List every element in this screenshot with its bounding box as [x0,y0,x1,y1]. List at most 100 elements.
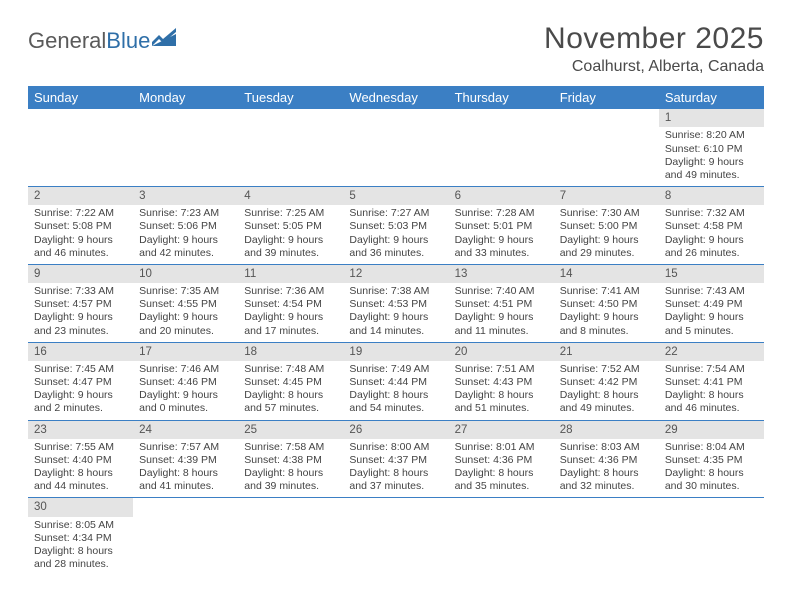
daylight-text: Daylight: 8 hours [244,389,337,402]
calendar-row: 16Sunrise: 7:45 AMSunset: 4:47 PMDayligh… [28,342,764,420]
day-number: 19 [343,343,448,361]
calendar-cell: 8Sunrise: 7:32 AMSunset: 4:58 PMDaylight… [659,186,764,264]
sunrise-text: Sunrise: 7:28 AM [455,207,548,220]
cell-body: Sunrise: 7:48 AMSunset: 4:45 PMDaylight:… [238,361,343,420]
calendar-cell: 22Sunrise: 7:54 AMSunset: 4:41 PMDayligh… [659,342,764,420]
daylight-text: Daylight: 8 hours [665,467,758,480]
day-number: 16 [28,343,133,361]
calendar-cell: 15Sunrise: 7:43 AMSunset: 4:49 PMDayligh… [659,264,764,342]
calendar-cell: 27Sunrise: 8:01 AMSunset: 4:36 PMDayligh… [449,420,554,498]
logo-text: GeneralBlue [28,28,150,54]
weekday-header: Saturday [659,86,764,109]
weekday-header: Monday [133,86,238,109]
calendar-cell: 21Sunrise: 7:52 AMSunset: 4:42 PMDayligh… [554,342,659,420]
daylight-text: and 46 minutes. [665,402,758,415]
daylight-text: Daylight: 8 hours [349,467,442,480]
sunset-text: Sunset: 4:54 PM [244,298,337,311]
cell-body: Sunrise: 7:40 AMSunset: 4:51 PMDaylight:… [449,283,554,342]
calendar-cell [343,109,448,186]
calendar-cell [28,109,133,186]
sunrise-text: Sunrise: 7:25 AM [244,207,337,220]
sunset-text: Sunset: 5:08 PM [34,220,127,233]
day-number: 24 [133,421,238,439]
daylight-text: Daylight: 9 hours [139,311,232,324]
sunrise-text: Sunrise: 7:46 AM [139,363,232,376]
cell-body: Sunrise: 8:03 AMSunset: 4:36 PMDaylight:… [554,439,659,498]
cell-body: Sunrise: 7:25 AMSunset: 5:05 PMDaylight:… [238,205,343,264]
cell-body: Sunrise: 7:54 AMSunset: 4:41 PMDaylight:… [659,361,764,420]
sunset-text: Sunset: 4:43 PM [455,376,548,389]
logo-text-general: General [28,28,106,53]
day-number: 11 [238,265,343,283]
day-number: 2 [28,187,133,205]
cell-body: Sunrise: 7:35 AMSunset: 4:55 PMDaylight:… [133,283,238,342]
daylight-text: Daylight: 8 hours [349,389,442,402]
cell-body: Sunrise: 7:33 AMSunset: 4:57 PMDaylight:… [28,283,133,342]
day-number: 28 [554,421,659,439]
daylight-text: Daylight: 8 hours [139,467,232,480]
day-number: 3 [133,187,238,205]
calendar-cell: 2Sunrise: 7:22 AMSunset: 5:08 PMDaylight… [28,186,133,264]
day-number: 6 [449,187,554,205]
calendar-cell: 30Sunrise: 8:05 AMSunset: 4:34 PMDayligh… [28,498,133,575]
daylight-text: Daylight: 8 hours [665,389,758,402]
calendar-cell: 29Sunrise: 8:04 AMSunset: 4:35 PMDayligh… [659,420,764,498]
sunset-text: Sunset: 4:47 PM [34,376,127,389]
calendar-cell: 24Sunrise: 7:57 AMSunset: 4:39 PMDayligh… [133,420,238,498]
sunset-text: Sunset: 4:35 PM [665,454,758,467]
calendar-cell: 6Sunrise: 7:28 AMSunset: 5:01 PMDaylight… [449,186,554,264]
cell-body: Sunrise: 7:41 AMSunset: 4:50 PMDaylight:… [554,283,659,342]
daylight-text: and 36 minutes. [349,247,442,260]
calendar-cell: 18Sunrise: 7:48 AMSunset: 4:45 PMDayligh… [238,342,343,420]
day-number: 8 [659,187,764,205]
sunset-text: Sunset: 4:55 PM [139,298,232,311]
sunset-text: Sunset: 4:58 PM [665,220,758,233]
day-number: 15 [659,265,764,283]
sunset-text: Sunset: 4:36 PM [560,454,653,467]
daylight-text: Daylight: 8 hours [560,467,653,480]
cell-body: Sunrise: 7:23 AMSunset: 5:06 PMDaylight:… [133,205,238,264]
day-number: 21 [554,343,659,361]
calendar-cell: 9Sunrise: 7:33 AMSunset: 4:57 PMDaylight… [28,264,133,342]
calendar-cell: 23Sunrise: 7:55 AMSunset: 4:40 PMDayligh… [28,420,133,498]
calendar-cell: 5Sunrise: 7:27 AMSunset: 5:03 PMDaylight… [343,186,448,264]
calendar-cell [238,109,343,186]
cell-body: Sunrise: 8:20 AMSunset: 6:10 PMDaylight:… [659,127,764,186]
sunset-text: Sunset: 4:41 PM [665,376,758,389]
sunset-text: Sunset: 4:34 PM [34,532,127,545]
daylight-text: and 54 minutes. [349,402,442,415]
daylight-text: and 39 minutes. [244,247,337,260]
sunrise-text: Sunrise: 7:49 AM [349,363,442,376]
calendar-cell: 28Sunrise: 8:03 AMSunset: 4:36 PMDayligh… [554,420,659,498]
cell-body: Sunrise: 7:45 AMSunset: 4:47 PMDaylight:… [28,361,133,420]
cell-body: Sunrise: 7:52 AMSunset: 4:42 PMDaylight:… [554,361,659,420]
weekday-header: Friday [554,86,659,109]
day-number: 26 [343,421,448,439]
calendar-cell [449,498,554,575]
weekday-header-row: SundayMondayTuesdayWednesdayThursdayFrid… [28,86,764,109]
sunrise-text: Sunrise: 7:43 AM [665,285,758,298]
daylight-text: and 39 minutes. [244,480,337,493]
logo: GeneralBlue [28,28,176,54]
cell-body: Sunrise: 8:05 AMSunset: 4:34 PMDaylight:… [28,517,133,576]
calendar-row: 1Sunrise: 8:20 AMSunset: 6:10 PMDaylight… [28,109,764,186]
daylight-text: Daylight: 9 hours [560,311,653,324]
day-number: 27 [449,421,554,439]
daylight-text: and 42 minutes. [139,247,232,260]
sunset-text: Sunset: 4:51 PM [455,298,548,311]
sunset-text: Sunset: 4:39 PM [139,454,232,467]
daylight-text: and 44 minutes. [34,480,127,493]
sunrise-text: Sunrise: 7:52 AM [560,363,653,376]
daylight-text: and 2 minutes. [34,402,127,415]
daylight-text: Daylight: 9 hours [34,389,127,402]
calendar-cell: 13Sunrise: 7:40 AMSunset: 4:51 PMDayligh… [449,264,554,342]
calendar-row: 9Sunrise: 7:33 AMSunset: 4:57 PMDaylight… [28,264,764,342]
logo-text-blue: Blue [106,28,150,53]
weekday-header: Wednesday [343,86,448,109]
sunrise-text: Sunrise: 7:36 AM [244,285,337,298]
sunset-text: Sunset: 5:03 PM [349,220,442,233]
daylight-text: Daylight: 9 hours [349,311,442,324]
calendar-cell [133,109,238,186]
sunset-text: Sunset: 4:42 PM [560,376,653,389]
daylight-text: Daylight: 9 hours [455,311,548,324]
